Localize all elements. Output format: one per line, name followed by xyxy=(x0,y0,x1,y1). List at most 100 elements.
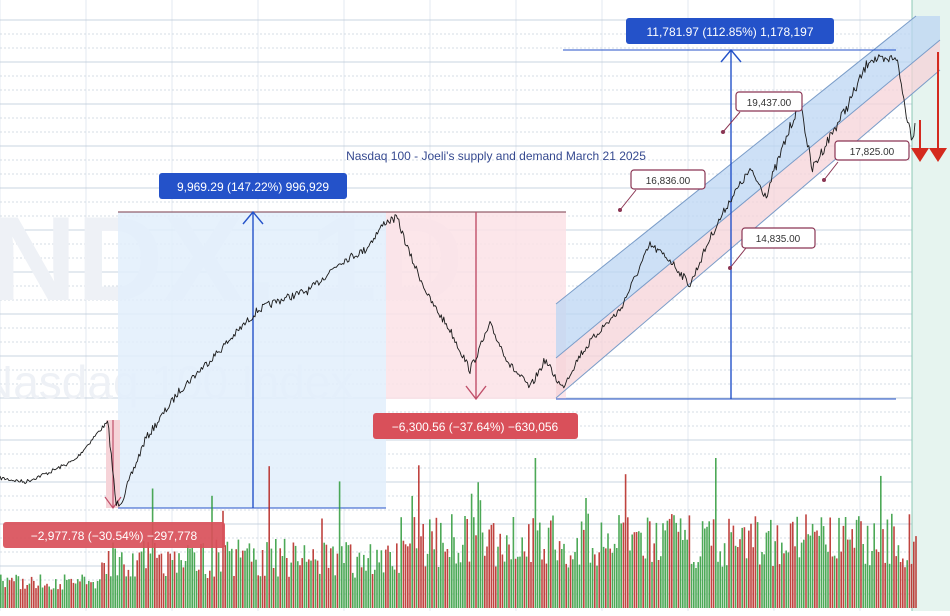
volume-bar-148 xyxy=(325,544,328,608)
volume-bar-394 xyxy=(866,525,869,608)
volume-bar-168 xyxy=(369,544,372,608)
forecast-arrow-1-head xyxy=(911,148,929,162)
volume-bar-267 xyxy=(587,513,589,608)
volume-bar-403 xyxy=(886,519,889,608)
volume-bar-309 xyxy=(679,518,682,608)
volume-bar-166 xyxy=(365,570,367,608)
volume-bar-59 xyxy=(129,576,132,608)
volume-bar-46 xyxy=(101,562,103,608)
volume-bar-204 xyxy=(448,557,451,608)
volume-bar-237 xyxy=(521,537,523,608)
volume-bar-195 xyxy=(429,519,431,608)
price-series xyxy=(0,54,916,507)
volume-bar-110 xyxy=(242,550,244,608)
volume-bar-10 xyxy=(22,578,24,608)
channel-upper-band xyxy=(556,16,940,358)
volume-bar-103 xyxy=(226,541,229,608)
callout-14835-text: 14,835.00 xyxy=(756,234,801,245)
volume-bar-245 xyxy=(539,522,541,608)
volume-bar-280 xyxy=(616,548,618,608)
volume-bar-5 xyxy=(11,577,13,608)
volume-bar-276 xyxy=(607,533,609,608)
volume-bar-75 xyxy=(165,576,167,608)
volume-bar-52 xyxy=(114,548,116,608)
volume-bar-68 xyxy=(149,553,152,608)
volume-bar-296 xyxy=(651,561,653,608)
volume-bar-153 xyxy=(336,553,339,608)
volume-bar-348 xyxy=(765,532,768,608)
volume-bar-6 xyxy=(13,581,15,608)
callout-17825-text: 17,825.00 xyxy=(850,147,895,158)
volume-bar-302 xyxy=(664,530,666,608)
volume-bar-143 xyxy=(314,559,317,608)
volume-bar-363 xyxy=(798,557,801,608)
volume-bar-151 xyxy=(332,546,334,608)
volume-bar-174 xyxy=(382,572,385,608)
volume-bar-208 xyxy=(457,552,460,608)
volume-bar-192 xyxy=(422,524,424,608)
volume-bar-317 xyxy=(697,562,699,608)
volume-bar-0 xyxy=(0,574,2,608)
volume-bar-325 xyxy=(715,458,717,608)
volume-bar-73 xyxy=(160,553,163,608)
volume-bar-399 xyxy=(877,551,880,608)
volume-bar-412 xyxy=(906,560,908,608)
measure-label-2-box xyxy=(159,173,347,199)
volume-bar-213 xyxy=(468,561,471,608)
volume-bar-159 xyxy=(349,544,352,608)
volume-bar-318 xyxy=(699,556,702,608)
volume-bar-8 xyxy=(17,576,20,608)
volume-bar-257 xyxy=(565,563,567,608)
measure-arrowhead-down-1 xyxy=(104,496,122,510)
volume-bar-406 xyxy=(893,526,895,608)
volume-bar-259 xyxy=(569,555,572,608)
volume-bar-147 xyxy=(323,542,325,608)
volume-bar-82 xyxy=(180,560,182,608)
volume-bar-234 xyxy=(514,558,517,608)
measure-arrowhead-down-2 xyxy=(465,385,487,401)
volume-bar-42 xyxy=(92,582,94,608)
volume-bar-364 xyxy=(800,542,803,608)
volume-bar-15 xyxy=(33,580,35,608)
volume-bar-357 xyxy=(785,550,787,608)
volume-bar-201 xyxy=(442,542,444,608)
volume-bar-246 xyxy=(541,559,543,608)
volume-bar-271 xyxy=(596,565,598,608)
callout-14835-leader xyxy=(729,247,747,269)
volume-bar-184 xyxy=(404,544,407,608)
volume-bar-162 xyxy=(356,556,358,608)
volume-bar-189 xyxy=(415,548,418,608)
volume-bar-222 xyxy=(488,529,490,608)
volume-bar-232 xyxy=(510,559,512,608)
volume-bar-283 xyxy=(622,522,625,608)
volume-bar-321 xyxy=(706,526,708,608)
volume-bar-171 xyxy=(376,549,378,608)
volume-bar-33 xyxy=(72,582,75,608)
volume-bar-157 xyxy=(345,542,347,608)
volume-bar-89 xyxy=(195,570,198,608)
volume-bar-106 xyxy=(233,576,235,608)
volume-bar-344 xyxy=(756,522,759,608)
volume-bar-79 xyxy=(173,551,176,608)
volume-bar-144 xyxy=(316,560,319,608)
volume-bar-58 xyxy=(127,569,130,608)
volume-bar-100 xyxy=(220,571,222,608)
volume-bar-92 xyxy=(202,543,204,608)
volume-bar-297 xyxy=(653,543,655,608)
volume-bar-85 xyxy=(187,545,189,608)
volume-bar-395 xyxy=(869,565,871,608)
callout-17825-box xyxy=(834,140,910,161)
volume-bar-119 xyxy=(261,550,264,608)
volume-bar-11 xyxy=(24,588,26,608)
volume-bar-113 xyxy=(248,543,251,608)
volume-bar-353 xyxy=(776,525,779,608)
volume-bar-116 xyxy=(255,559,257,608)
volume-bar-122 xyxy=(268,466,270,608)
volume-bar-97 xyxy=(213,576,215,608)
volume-bar-48 xyxy=(105,574,108,608)
volume-bar-250 xyxy=(550,520,552,608)
volume-bar-409 xyxy=(899,562,902,608)
volume-bar-183 xyxy=(402,540,405,608)
volume-bar-127 xyxy=(279,548,281,608)
